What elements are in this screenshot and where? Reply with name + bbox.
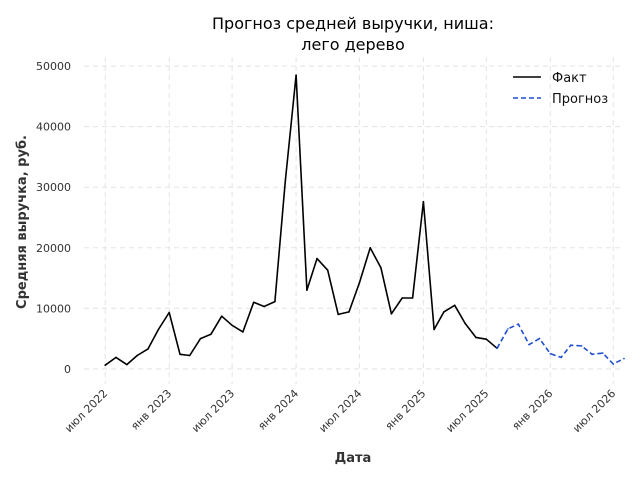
data-point <box>316 257 318 260</box>
data-point <box>263 305 265 308</box>
data-point <box>411 297 414 299</box>
x-ticks: июл 2022 янв 2023 июл 2023 янв 2024 июл 2024… <box>62 387 618 435</box>
data-point <box>401 297 404 299</box>
data-point <box>179 353 181 356</box>
data-point <box>560 356 562 359</box>
data-point <box>475 336 477 339</box>
data-point <box>147 348 149 350</box>
data-point <box>337 313 340 316</box>
data-point <box>591 353 593 356</box>
data-point <box>453 304 456 307</box>
x-tick-label: июл 2024 <box>316 387 364 435</box>
data-point <box>188 354 191 357</box>
data-point <box>517 323 520 325</box>
y-tick-label: 20000 <box>36 242 71 255</box>
data-point <box>157 328 160 331</box>
data-point <box>528 343 530 346</box>
data-point <box>422 200 425 203</box>
x-tick-label: июл 2026 <box>570 387 618 435</box>
data-point <box>115 356 117 359</box>
data-point <box>168 311 170 314</box>
y-tick-label: 0 <box>64 363 71 376</box>
data-point <box>104 364 106 367</box>
data-point <box>199 337 202 340</box>
x-tick-label: янв 2023 <box>128 387 174 433</box>
data-point <box>220 315 223 318</box>
data-point <box>390 313 393 315</box>
data-point <box>306 289 308 291</box>
data-point <box>549 352 552 355</box>
data-point <box>348 311 350 313</box>
series-lines <box>104 74 625 367</box>
legend-label-forecast: Прогноз <box>552 92 608 107</box>
data-point <box>538 337 541 340</box>
y-ticks: 0 10000 20000 30000 40000 50000 <box>36 60 71 376</box>
data-point <box>570 344 572 347</box>
data-point <box>380 266 382 269</box>
series-line-fact <box>104 74 498 366</box>
data-point <box>612 363 614 365</box>
data-point <box>507 328 509 330</box>
data-point <box>284 180 287 182</box>
x-tick-label: янв 2025 <box>383 387 429 433</box>
y-tick-label: 30000 <box>36 181 71 194</box>
x-tick-label: июл 2022 <box>62 387 110 435</box>
legend-label-fact: Факт <box>552 71 587 86</box>
series-line-forecast <box>496 323 625 365</box>
y-tick-label: 10000 <box>36 302 71 315</box>
data-point <box>252 301 255 304</box>
chart-title-line-1: Прогноз средней выручки, ниша: <box>212 14 494 33</box>
data-point <box>496 347 498 350</box>
x-tick-label: июл 2023 <box>189 387 237 435</box>
data-point <box>358 282 361 284</box>
data-point <box>274 300 276 303</box>
data-point <box>210 333 212 336</box>
data-point <box>580 345 583 347</box>
legend: Факт Прогноз <box>513 71 608 107</box>
data-point <box>136 354 138 357</box>
data-point <box>295 74 297 76</box>
data-point <box>242 331 244 333</box>
data-point <box>623 357 625 360</box>
x-axis-label: Дата <box>335 451 372 466</box>
y-tick-label: 40000 <box>36 121 71 134</box>
grid <box>84 57 624 384</box>
data-point <box>126 363 128 366</box>
x-tick-label: янв 2026 <box>510 387 556 433</box>
y-axis-label: Средняя выручка, руб. <box>15 135 30 309</box>
data-point <box>464 322 466 325</box>
x-tick-label: янв 2024 <box>255 387 301 433</box>
data-point <box>485 338 488 341</box>
data-point <box>602 352 604 354</box>
data-point <box>326 269 329 272</box>
y-tick-label: 50000 <box>36 60 71 73</box>
x-tick-label: июл 2025 <box>443 387 491 435</box>
chart-title-line-2: лего дерево <box>301 35 404 54</box>
data-point <box>369 247 372 249</box>
data-point <box>433 328 435 331</box>
data-point <box>443 311 445 313</box>
data-point <box>231 324 233 327</box>
